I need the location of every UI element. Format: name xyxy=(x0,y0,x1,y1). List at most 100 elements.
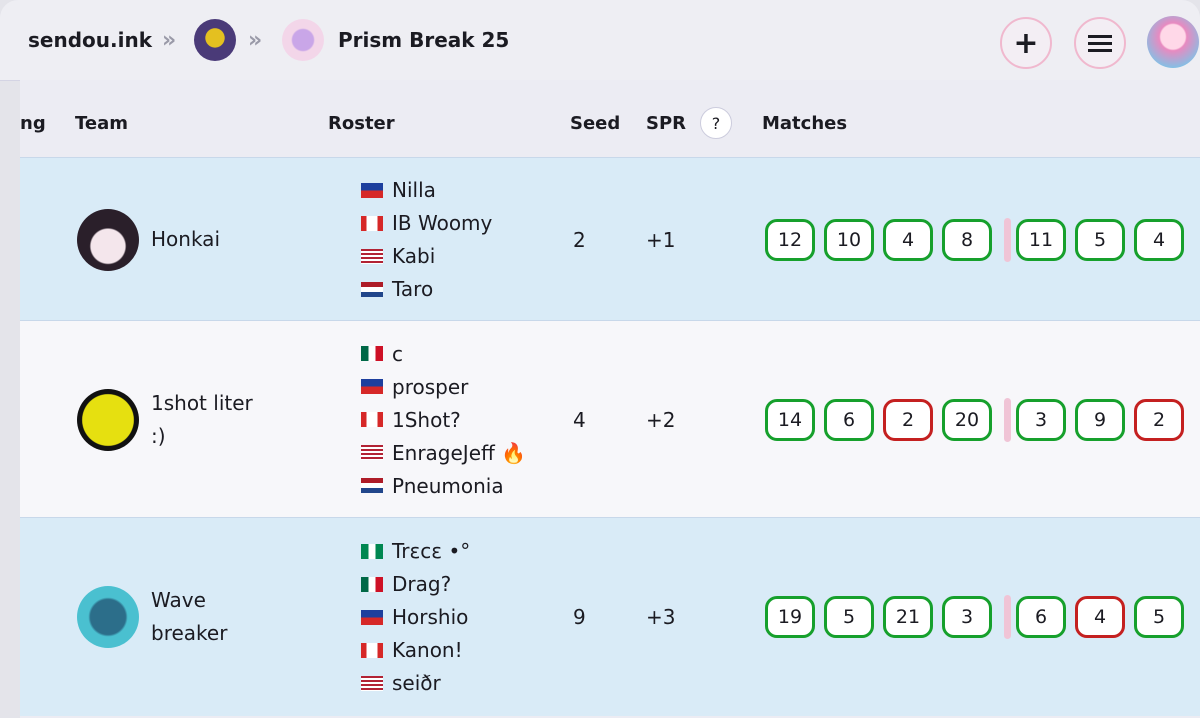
round-divider xyxy=(1004,397,1011,442)
match-score[interactable]: 4 xyxy=(1075,596,1125,638)
help-button[interactable]: ? xyxy=(700,107,732,139)
add-button[interactable]: + xyxy=(1000,17,1052,69)
player-name: Drag? xyxy=(392,572,452,596)
team-row[interactable]: Wave breaker Trεcε •° Drag? Horshio Kanon! se… xyxy=(20,517,1200,716)
match-score[interactable]: 8 xyxy=(942,218,992,261)
match-score[interactable]: 3 xyxy=(942,596,992,638)
roster-player: 1Shot? xyxy=(361,403,461,436)
match-score[interactable]: 4 xyxy=(1134,218,1184,261)
match-score[interactable]: 9 xyxy=(1075,398,1125,441)
match-score[interactable]: 2 xyxy=(1134,398,1184,441)
match-score[interactable]: 20 xyxy=(942,398,992,441)
spr: +3 xyxy=(646,605,676,629)
match-score[interactable]: 12 xyxy=(765,218,815,261)
flag xyxy=(361,543,383,559)
flag xyxy=(361,281,383,297)
player-name: seiðr xyxy=(392,671,441,695)
roster-player: EnrageJeff 🔥 xyxy=(361,436,526,469)
separator: » xyxy=(162,28,177,53)
player-name: 1Shot? xyxy=(392,407,461,432)
roster-player: prosper xyxy=(361,370,468,403)
column-header: Roster xyxy=(328,113,395,134)
roster-player: Horshio xyxy=(361,601,468,634)
round-divider xyxy=(1004,595,1011,639)
roster-player: seiðr xyxy=(361,667,441,700)
player-name: Kabi xyxy=(392,244,436,268)
site-link[interactable]: sendou.ink xyxy=(28,28,152,52)
player-name: c xyxy=(392,341,403,366)
roster-player: IB Woomy xyxy=(361,207,492,240)
column-header: Team xyxy=(75,113,128,134)
player-name: EnrageJeff 🔥 xyxy=(392,440,527,465)
column-header: SPR xyxy=(646,113,687,134)
match-score[interactable]: 5 xyxy=(1075,218,1125,261)
roster-player: Drag? xyxy=(361,568,451,601)
match-score[interactable]: 19 xyxy=(765,596,815,638)
player-name: Horshio xyxy=(392,605,469,629)
tournament-avatar[interactable] xyxy=(282,19,324,61)
player-name: Taro xyxy=(392,277,434,301)
flag xyxy=(361,576,383,592)
match-score[interactable]: 6 xyxy=(1016,596,1066,638)
team-row[interactable]: Honkai Nilla IB Woomy Kabi Taro 2 +1 12 10 4 8 11 5 4 xyxy=(20,157,1200,321)
flag xyxy=(361,215,383,231)
player-name: prosper xyxy=(392,374,469,399)
user-avatar[interactable] xyxy=(1147,16,1199,68)
match-score[interactable]: 11 xyxy=(1016,218,1066,261)
roster-player: Kabi xyxy=(361,240,435,273)
round-divider xyxy=(1004,217,1011,262)
match-score[interactable]: 14 xyxy=(765,398,815,441)
match-score[interactable]: 5 xyxy=(1134,596,1184,638)
match-score[interactable]: 10 xyxy=(824,218,874,261)
spr: +1 xyxy=(646,227,676,252)
org-avatar[interactable] xyxy=(194,19,236,61)
player-name: Pneumonia xyxy=(392,473,504,498)
roster-player: Pneumonia xyxy=(361,469,504,502)
match-score[interactable]: 5 xyxy=(824,596,874,638)
match-score[interactable]: 2 xyxy=(883,398,933,441)
column-header: Matches xyxy=(762,113,848,134)
column-header: Seed xyxy=(570,113,621,134)
menu-button[interactable] xyxy=(1074,17,1126,69)
flag xyxy=(361,182,383,198)
team-avatar xyxy=(77,208,139,271)
match-score[interactable]: 21 xyxy=(883,596,933,638)
match-score[interactable]: 3 xyxy=(1016,398,1066,441)
player-name: IB Woomy xyxy=(392,211,493,235)
team-name: Honkai xyxy=(151,227,220,251)
flag xyxy=(361,248,383,264)
column-header: ng xyxy=(20,113,46,134)
player-name: Nilla xyxy=(392,178,436,202)
team-name: Wave breaker xyxy=(151,588,228,645)
separator: » xyxy=(248,28,263,53)
standings-table: ng Team Roster Seed SPR? Matches Honkai Nilla IB… xyxy=(20,80,1200,718)
roster-player: Kanon! xyxy=(361,634,463,667)
match-score[interactable]: 4 xyxy=(883,218,933,261)
flag xyxy=(361,478,383,493)
team-avatar xyxy=(77,586,139,648)
seed: 4 xyxy=(573,407,586,432)
menu-icon xyxy=(1088,35,1112,52)
match-score[interactable]: 6 xyxy=(824,398,874,441)
roster-player: Nilla xyxy=(361,174,436,207)
roster-player: Taro xyxy=(361,273,433,306)
player-name: Trεcε •° xyxy=(392,539,471,563)
team-avatar xyxy=(77,388,139,451)
seed: 2 xyxy=(573,227,586,252)
flag xyxy=(361,412,383,427)
flag xyxy=(361,675,383,691)
roster-player: c xyxy=(361,337,403,370)
flag xyxy=(361,445,383,460)
header: sendou.ink » » Prism Break 25 + xyxy=(0,0,1200,81)
flag xyxy=(361,642,383,658)
flag xyxy=(361,609,383,625)
team-name: 1shot liter :) xyxy=(151,390,253,448)
seed: 9 xyxy=(573,605,586,629)
player-name: Kanon! xyxy=(392,638,463,662)
team-row[interactable]: 1shot liter :) c prosper 1Shot? EnrageJeff 🔥… xyxy=(20,320,1200,518)
tournament-title[interactable]: Prism Break 25 xyxy=(338,28,510,52)
spr: +2 xyxy=(646,407,676,432)
roster-player: Trεcε •° xyxy=(361,535,470,568)
flag xyxy=(361,346,383,361)
